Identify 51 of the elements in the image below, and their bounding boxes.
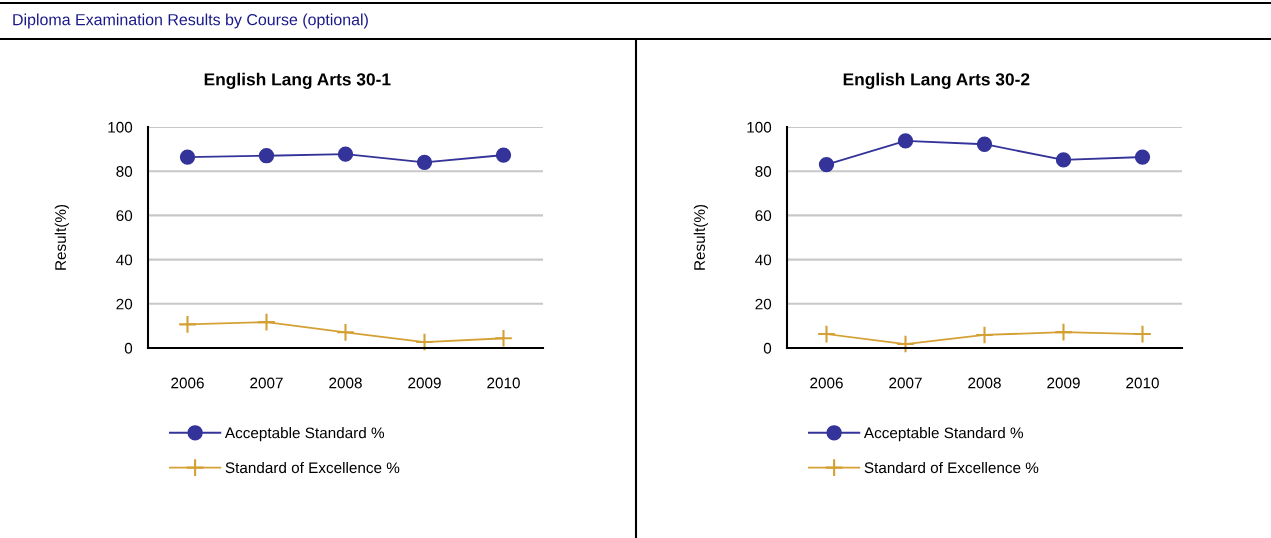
y-tick-label: 20 (755, 298, 772, 310)
x-tick-label: 2006 (810, 377, 843, 389)
point (817, 324, 836, 344)
y-axis-title: Result(%) (54, 204, 69, 270)
y-axis-title: Result(%) (693, 204, 708, 270)
point (494, 328, 513, 348)
point (1055, 152, 1072, 168)
point (1133, 324, 1152, 344)
point (976, 136, 993, 152)
point (1134, 149, 1151, 165)
chart-title: English Lang Arts 30-1 (204, 72, 391, 90)
legend-label: Acceptable Standard % (224, 427, 385, 442)
legend-label: Acceptable Standard % (863, 427, 1024, 442)
point (337, 146, 354, 162)
y-tick-label: 0 (124, 342, 133, 354)
x-tick-label: 2009 (1047, 377, 1080, 389)
y-tick-label: 100 (747, 121, 772, 133)
x-tick-label: 2010 (487, 377, 520, 389)
x-tick-label: 2009 (408, 377, 441, 389)
y-tick-label: 80 (755, 166, 772, 177)
point (257, 312, 276, 332)
legend-label: Standard of Excellence % (225, 461, 400, 474)
point (897, 133, 914, 149)
x-tick-label: 2007 (889, 377, 922, 389)
point (415, 332, 434, 352)
y-tick-label: 80 (116, 166, 133, 177)
point (896, 334, 915, 354)
point (258, 148, 275, 164)
point (1054, 322, 1073, 342)
x-tick-label: 2006 (171, 377, 204, 389)
x-tick-label: 2010 (1126, 377, 1159, 389)
y-tick-label: 60 (116, 210, 133, 222)
y-tick-label: 20 (116, 298, 133, 310)
chart-title: English Lang Arts 30-2 (843, 72, 1030, 90)
point (416, 154, 433, 170)
point (975, 325, 994, 345)
point (495, 147, 512, 163)
y-tick-label: 40 (755, 254, 772, 266)
y-tick-label: 100 (108, 121, 133, 133)
y-tick-label: 40 (116, 254, 133, 266)
x-tick-label: 2008 (968, 377, 1001, 389)
x-tick-label: 2008 (329, 377, 362, 389)
point (178, 314, 197, 334)
legend-label: Standard of Excellence % (864, 461, 1039, 474)
x-tick-label: 2007 (250, 377, 283, 389)
y-tick-label: 0 (763, 342, 772, 354)
text: Diploma Examination Results by Course (optional) (13, 13, 368, 29)
point (179, 149, 196, 165)
y-tick-label: 60 (755, 210, 772, 222)
point (818, 156, 835, 173)
point (336, 322, 355, 342)
